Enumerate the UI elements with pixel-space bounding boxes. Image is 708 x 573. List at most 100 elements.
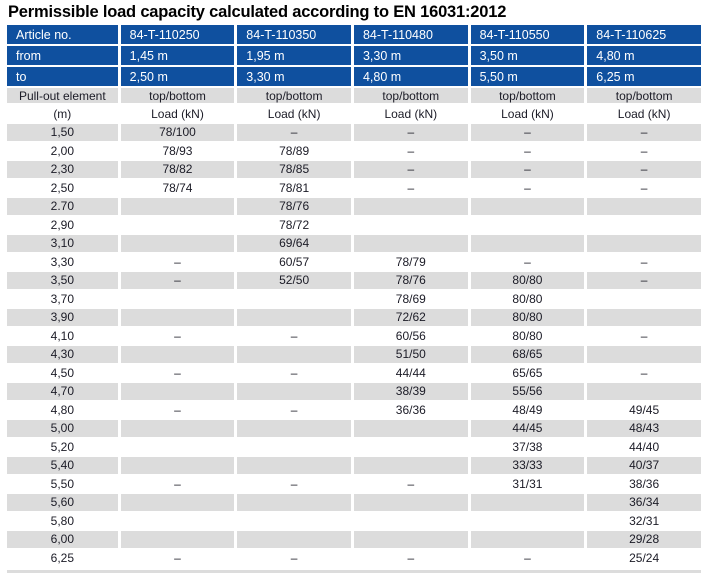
load-value-cell — [120, 457, 235, 474]
from-value: 1,45 m — [120, 46, 235, 65]
to-value: 2,50 m — [120, 67, 235, 86]
table-row: 3,70 78/69 80/80 — [7, 291, 701, 308]
load-value-cell: 78/85 — [237, 161, 351, 178]
table-row: 1,50 78/100– – – – — [7, 124, 701, 141]
table-row: 4,50 – – 44/44 65/65 – — [7, 365, 701, 382]
load-value-cell: – — [290, 365, 298, 380]
table-row: 2,00 78/93 78/89 – – – — [7, 143, 701, 160]
load-value-cell: 44/45 — [470, 420, 585, 437]
load-value-cell: 25/24 — [629, 550, 660, 565]
load-unit-label: Load (kN) — [237, 105, 351, 122]
load-value-cell: – — [120, 272, 235, 289]
load-value-cell: – — [524, 254, 531, 269]
load-value-cell — [470, 198, 585, 215]
load-value-cell: 80/80 — [470, 309, 585, 326]
table-row: 5,40 33/33 40/37 — [7, 457, 701, 474]
load-value-cell: – — [470, 124, 585, 141]
load-value-cell: 69/64 — [237, 235, 351, 252]
load-value-cell: 32/31 — [629, 513, 660, 528]
load-value-cell: – — [353, 124, 468, 141]
load-value-cell — [120, 383, 235, 400]
load-capacity-table: Article no. 84-T-110250 84-T-110350 84-T… — [4, 23, 704, 568]
load-value-cell: 48/43 — [587, 420, 701, 437]
pullout-value: 2,00 — [50, 143, 74, 158]
load-value-cell — [121, 217, 235, 234]
pullout-value: 5,80 — [50, 513, 74, 528]
article-number: 84-T-110250 — [120, 25, 235, 44]
load-value-cell: 60/57 — [279, 254, 310, 269]
top-bottom-label: top/bottom — [353, 88, 468, 103]
table-row: 4,80 – – 36/36 48/49 49/45 — [7, 402, 701, 419]
pullout-value: 5,00 — [7, 420, 118, 437]
pullout-value: 5,20 — [50, 439, 74, 454]
to-value: 4,80 m — [353, 67, 468, 86]
pullout-value: 4,50 — [50, 365, 74, 380]
next-row-partial — [7, 570, 701, 573]
load-value-cell — [587, 383, 701, 400]
load-value-cell — [471, 513, 585, 530]
table-row: 6,25 – – – – 25/24 — [7, 550, 701, 567]
load-value-cell — [121, 291, 235, 308]
load-value-cell: – — [640, 180, 648, 195]
table-row: 2,90 78/72 — [7, 217, 701, 234]
load-value-cell — [471, 217, 585, 234]
load-unit-label: Load (kN) — [353, 105, 468, 122]
load-value-cell: – — [174, 254, 181, 269]
load-value-cell: 78/89 — [279, 143, 310, 158]
pullout-value: 1,50 — [7, 124, 118, 141]
table-row: 5,00 44/45 48/43 — [7, 420, 701, 437]
load-value-cell — [470, 494, 585, 511]
load-value-cell — [120, 309, 235, 326]
load-value-cell: 36/34 — [587, 494, 701, 511]
load-value-cell — [237, 346, 351, 363]
top-bottom-label: top/bottom — [470, 88, 585, 103]
load-value-cell — [587, 346, 701, 363]
load-value-cell: 55/56 — [470, 383, 585, 400]
load-value-cell — [353, 235, 468, 252]
load-value-cell: 44/40 — [629, 439, 660, 454]
pullout-value: 5,60 — [7, 494, 118, 511]
pullout-element-label: Pull-out element — [7, 88, 118, 103]
load-value-cell: – — [174, 550, 181, 565]
load-value-cell: 78/81 — [279, 180, 310, 195]
load-value-cell: – — [524, 180, 531, 195]
load-value-cell: 80/80 — [512, 291, 543, 306]
load-value-cell: – — [587, 124, 701, 141]
pullout-value: 4,70 — [7, 383, 118, 400]
load-value-cell: 40/37 — [587, 457, 701, 474]
to-value: 5,50 m — [470, 67, 585, 86]
load-value-cell: – — [407, 550, 415, 565]
from-value: 3,50 m — [470, 46, 585, 65]
pullout-value: 2,90 — [50, 217, 74, 232]
subheader-row: Pull-out element top/bottom top/bottom t… — [7, 88, 701, 103]
load-value-cell — [587, 235, 701, 252]
load-value-cell — [237, 457, 351, 474]
load-value-cell — [587, 309, 701, 326]
load-value-cell — [354, 217, 468, 234]
load-value-cell: 78/79 — [395, 254, 426, 269]
load-value-cell — [353, 494, 468, 511]
load-value-cell: 33/33 — [470, 457, 585, 474]
article-number: 84-T-110625 — [587, 25, 701, 44]
to-value: 6,25 m — [587, 67, 701, 86]
table-row: 4,70 38/39 55/56 — [7, 383, 701, 400]
load-value-cell — [120, 531, 235, 548]
load-value-cell: 80/80 — [512, 328, 543, 343]
page-title: Permissible load capacity calculated acc… — [8, 3, 507, 21]
pullout-value: 3,50 — [7, 272, 118, 289]
from-value: 4,80 m — [587, 46, 701, 65]
load-value-cell: – — [407, 476, 415, 491]
load-value-cell: 36/36 — [395, 402, 426, 417]
load-value-cell — [120, 346, 235, 363]
load-value-cell: 38/39 — [353, 383, 468, 400]
pullout-value: 4,10 — [50, 328, 74, 343]
load-value-cell: 37/38 — [512, 439, 543, 454]
to-row: to 2,50 m 3,30 m 4,80 m 5,50 m 6,25 m — [7, 67, 701, 86]
to-label: to — [7, 67, 118, 86]
table-row: 3,10 69/64 — [7, 235, 701, 252]
load-value-cell: – — [174, 365, 181, 380]
load-value-cell: – — [524, 143, 531, 158]
table-row: 5,20 37/38 44/40 — [7, 439, 701, 456]
load-value-cell: – — [524, 550, 531, 565]
table-row: 5,80 32/31 — [7, 513, 701, 530]
